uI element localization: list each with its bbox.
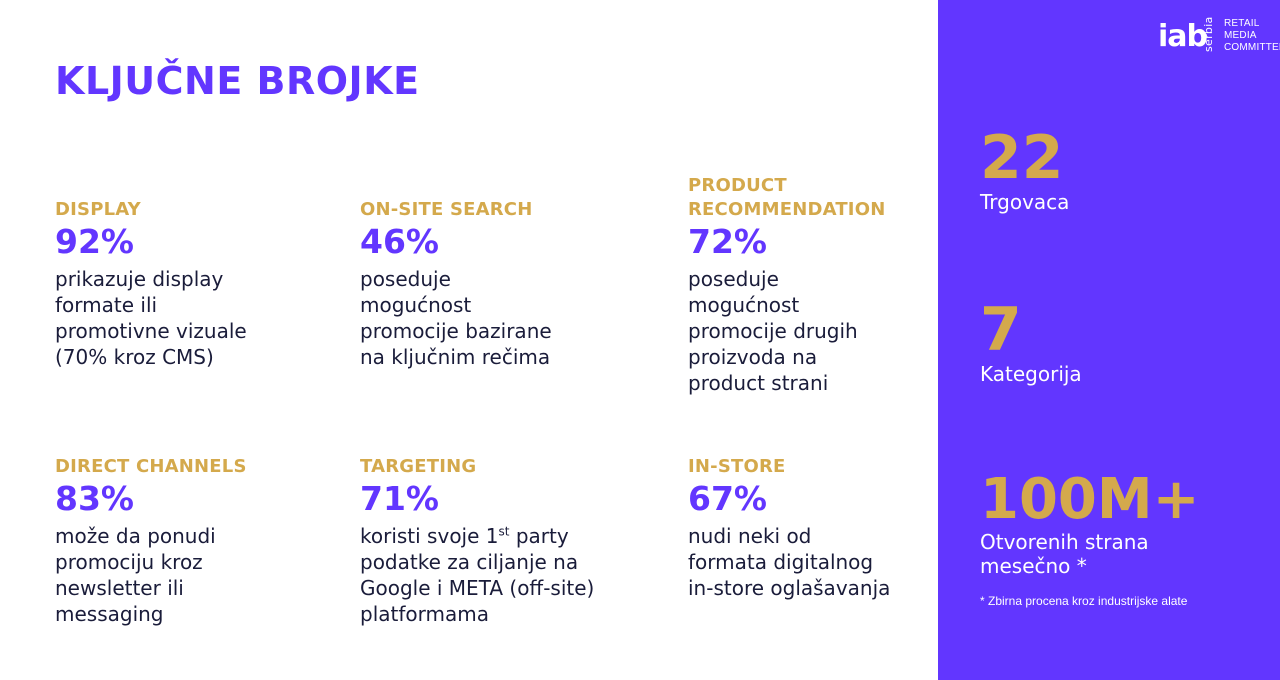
stat-label: PRODUCT RECOMMENDATION	[688, 175, 886, 220]
stat-description: prikazuje display formate ili promotivne…	[55, 267, 247, 369]
stat-label: TARGETING	[360, 456, 477, 477]
logo-brand: iab	[1158, 19, 1208, 54]
logo-country: serbia	[1202, 16, 1215, 52]
stat-value: 83%	[55, 479, 134, 518]
kpi-page-views: 100M+ Otvorenih strana mesečno *	[980, 467, 1200, 579]
kpi-label: Kategorija	[980, 362, 1082, 386]
stat-description: poseduje mogućnost promocije drugih proi…	[688, 267, 858, 395]
stat-targeting: TARGETING 71% koristi svoje 1st party po…	[360, 455, 650, 627]
kpi-value: 100M+	[980, 467, 1200, 532]
kpi-value: 7	[980, 295, 1022, 365]
stat-description: poseduje mogućnost promocije bazirane na…	[360, 267, 552, 369]
stat-direct-channels: DIRECT CHANNELS 83% može da ponudi promo…	[55, 455, 315, 627]
footnote: * Zbirna procena kroz industrijske alate	[980, 594, 1188, 608]
kpi-value: 22	[980, 123, 1064, 193]
stat-label: IN-STORE	[688, 456, 786, 477]
kpi-label: Trgovaca	[980, 190, 1070, 214]
stat-description: koristi svoje 1st party podatke za cilja…	[360, 523, 650, 627]
stat-description-text: party podatke za ciljanje na Google i ME…	[360, 524, 595, 626]
stat-value: 71%	[360, 479, 439, 518]
stat-label: DIRECT CHANNELS	[55, 456, 247, 477]
iab-logo: iab serbia RETAIL MEDIA COMMITTEE	[1158, 4, 1280, 60]
stat-in-store: IN-STORE 67% nudi neki od formata digita…	[688, 455, 928, 601]
stat-description-text: koristi svoje 1	[360, 524, 499, 548]
summary-panel: iab serbia RETAIL MEDIA COMMITTEE 22 Trg…	[938, 0, 1280, 680]
stat-product-recommendation: PRODUCT RECOMMENDATION 72% poseduje mogu…	[688, 174, 918, 396]
stat-label: ON-SITE SEARCH	[360, 199, 533, 220]
stat-description-superscript: st	[498, 524, 510, 539]
stat-value: 72%	[688, 222, 767, 261]
kpi-retailers: 22 Trgovaca	[980, 128, 1069, 214]
stat-description: može da ponudi promociju kroz newsletter…	[55, 524, 216, 626]
stat-display: DISPLAY 92% prikazuje display formate il…	[55, 198, 315, 370]
stat-on-site-search: ON-SITE SEARCH 46% poseduje mogućnost pr…	[360, 198, 620, 370]
logo-committee: RETAIL MEDIA COMMITTEE	[1224, 18, 1280, 53]
stat-value: 46%	[360, 222, 439, 261]
stat-value: 67%	[688, 479, 767, 518]
stat-value: 92%	[55, 222, 134, 261]
stat-description: nudi neki od formata digitalnog in-store…	[688, 524, 891, 600]
kpi-label: Otvorenih strana mesečno *	[980, 530, 1149, 578]
page-title: KLJUČNE BROJKE	[55, 59, 420, 103]
stat-label: DISPLAY	[55, 199, 141, 220]
kpi-categories: 7 Kategorija	[980, 300, 1082, 386]
